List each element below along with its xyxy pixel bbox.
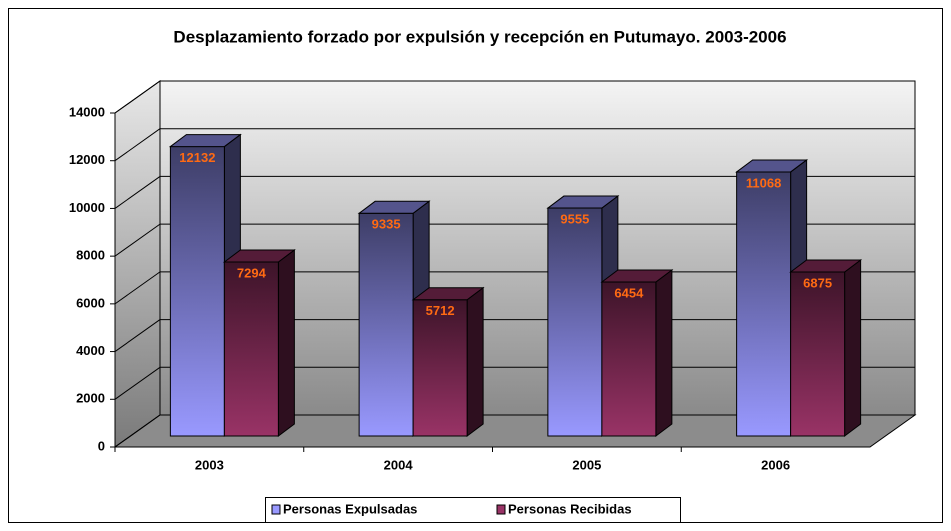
y-tick-label: 2000 [76, 391, 105, 406]
bar [547, 207, 603, 437]
data-label: 6875 [803, 275, 832, 290]
bar-top [357, 200, 431, 214]
legend-label: Personas Recibidas [508, 501, 632, 516]
x-tick-label: 2004 [384, 457, 414, 472]
bar-side [844, 258, 862, 437]
grid-line [114, 414, 161, 448]
legend-label: Personas Expulsadas [283, 501, 417, 516]
bar [601, 281, 657, 437]
chart-title: Desplazamiento forzado por expulsión y r… [173, 27, 786, 46]
x-tick-label: 2003 [195, 457, 224, 472]
data-label: 6454 [614, 285, 644, 300]
bar-side [466, 286, 484, 437]
data-label: 7294 [237, 265, 267, 280]
data-label: 11068 [746, 175, 781, 190]
bar-top [735, 159, 809, 173]
bar-side [655, 269, 673, 437]
data-label: 9555 [560, 211, 589, 226]
y-tick-label: 4000 [76, 343, 105, 358]
grid-line [114, 366, 161, 400]
grid-line [114, 80, 161, 114]
y-tick-label: 10000 [69, 200, 105, 215]
side-wall [114, 80, 161, 448]
x-tick-label: 2005 [572, 457, 601, 472]
legend-swatch [271, 504, 281, 515]
bar [223, 261, 279, 437]
bar-top [600, 269, 674, 283]
bar-top [222, 249, 296, 263]
grid-line [114, 223, 161, 257]
y-tick-label: 6000 [76, 295, 105, 310]
data-label: 5712 [426, 303, 455, 318]
legend [265, 497, 681, 523]
bar-top [411, 287, 485, 301]
bar [736, 171, 792, 437]
y-tick-label: 0 [98, 438, 105, 453]
bar [412, 299, 468, 437]
grid-line [114, 128, 161, 162]
x-tick-label: 2006 [761, 457, 790, 472]
y-tick-label: 8000 [76, 248, 105, 263]
grid-line [114, 176, 161, 209]
y-tick-label: 12000 [69, 152, 105, 167]
data-label: 12132 [179, 150, 215, 165]
bar [790, 271, 846, 437]
bar-top [168, 134, 242, 148]
bar [169, 146, 225, 437]
bar-side [277, 248, 295, 437]
bar-top [789, 259, 863, 273]
data-label: 9335 [372, 217, 401, 232]
bar-top [546, 195, 620, 209]
legend-swatch [496, 504, 506, 515]
grid-line [114, 271, 161, 305]
bar [358, 212, 414, 437]
y-tick-label: 14000 [69, 104, 105, 119]
grid-line [114, 319, 161, 352]
